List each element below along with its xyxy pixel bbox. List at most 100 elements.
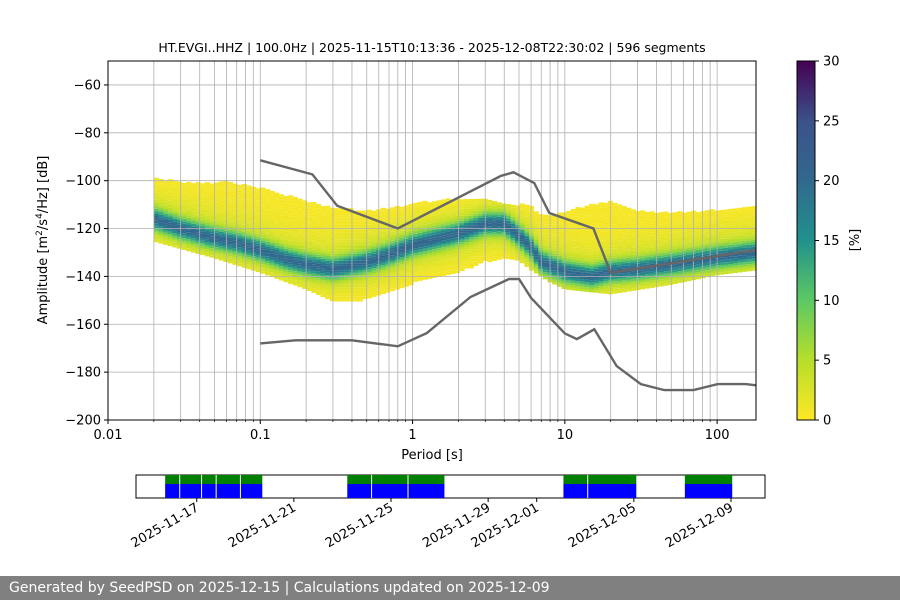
density-cell [265,196,271,199]
density-cell [237,228,243,231]
density-cell [473,237,479,240]
density-cell [464,230,470,233]
density-cell [473,246,479,250]
density-cell [589,220,595,223]
colorbar-tick-label: 0 [823,414,831,429]
density-cell [742,245,748,248]
density-cell [436,221,442,225]
density-cell [603,243,609,246]
density-cell [598,279,604,282]
density-cell [529,234,535,238]
density-cell [505,237,511,240]
density-cell [570,225,576,229]
density-cell [241,246,247,249]
density-cell [163,180,169,183]
density-cell [380,217,386,220]
density-cell [723,233,729,236]
density-cell [297,215,303,218]
density-cell [630,264,636,267]
density-cell [732,239,738,242]
density-cell [556,217,562,220]
density-cell [292,249,298,252]
density-cell [269,241,275,244]
density-cell [686,223,692,227]
density-cell [705,224,711,227]
density-cell [255,212,261,215]
density-cell [297,268,303,271]
density-cell [408,263,414,267]
density-cell [186,236,192,240]
density-cell [677,228,683,231]
density-cell [325,244,331,247]
density-cell [556,282,562,285]
density-cell [445,222,451,225]
density-cell [255,205,261,208]
density-cell [385,237,391,240]
density-cell [325,241,331,245]
density-cell [218,258,224,261]
density-cell [566,278,572,281]
density-cell [621,263,627,266]
density-cell [348,239,354,242]
density-cell [431,215,437,219]
density-cell [362,284,368,288]
density-cell [366,240,372,244]
density-cell [612,207,618,210]
density-cell [732,263,738,266]
density-cell [153,201,159,204]
density-cell [668,241,674,245]
density-cell [737,229,743,232]
density-cell [362,224,368,228]
density-cell [288,281,294,284]
density-cell [390,274,396,277]
density-cell [496,231,502,234]
density-cell [348,258,354,261]
density-cell [677,213,683,216]
density-cell [255,236,261,239]
density-cell [598,267,604,270]
density-cell [218,219,224,223]
density-cell [297,256,303,259]
density-cell [302,245,308,249]
density-cell [223,187,229,191]
density-cell [302,250,308,253]
density-cell [158,234,164,237]
density-cell [417,259,423,262]
density-cell [464,199,470,202]
density-cell [575,228,581,232]
density-cell [348,284,354,288]
density-cell [589,285,595,288]
density-cell [306,257,312,260]
density-cell [357,289,363,292]
density-cell [538,257,544,260]
density-cell [695,224,701,227]
density-cell [501,229,507,233]
density-cell [362,217,368,221]
density-cell [255,255,261,258]
density-cell [728,218,734,221]
density-cell [339,282,345,285]
density-cell [265,234,271,238]
density-cell [390,262,396,265]
density-cell [195,198,201,202]
density-cell [417,266,423,269]
density-cell [228,208,234,211]
density-cell [380,258,386,261]
density-cell [626,284,632,287]
density-cell [260,218,266,221]
density-cell [640,219,646,223]
density-cell [408,268,414,271]
density-cell [283,224,289,228]
density-cell [260,237,266,241]
density-cell [454,210,460,214]
density-cell [478,244,484,247]
density-cell [232,233,238,237]
density-cell [399,254,405,258]
density-cell [172,199,178,202]
density-cell [593,268,599,272]
density-cell [413,269,419,273]
density-cell [390,228,396,232]
density-cell [584,205,590,209]
density-cell [552,270,558,273]
density-cell [626,260,632,263]
